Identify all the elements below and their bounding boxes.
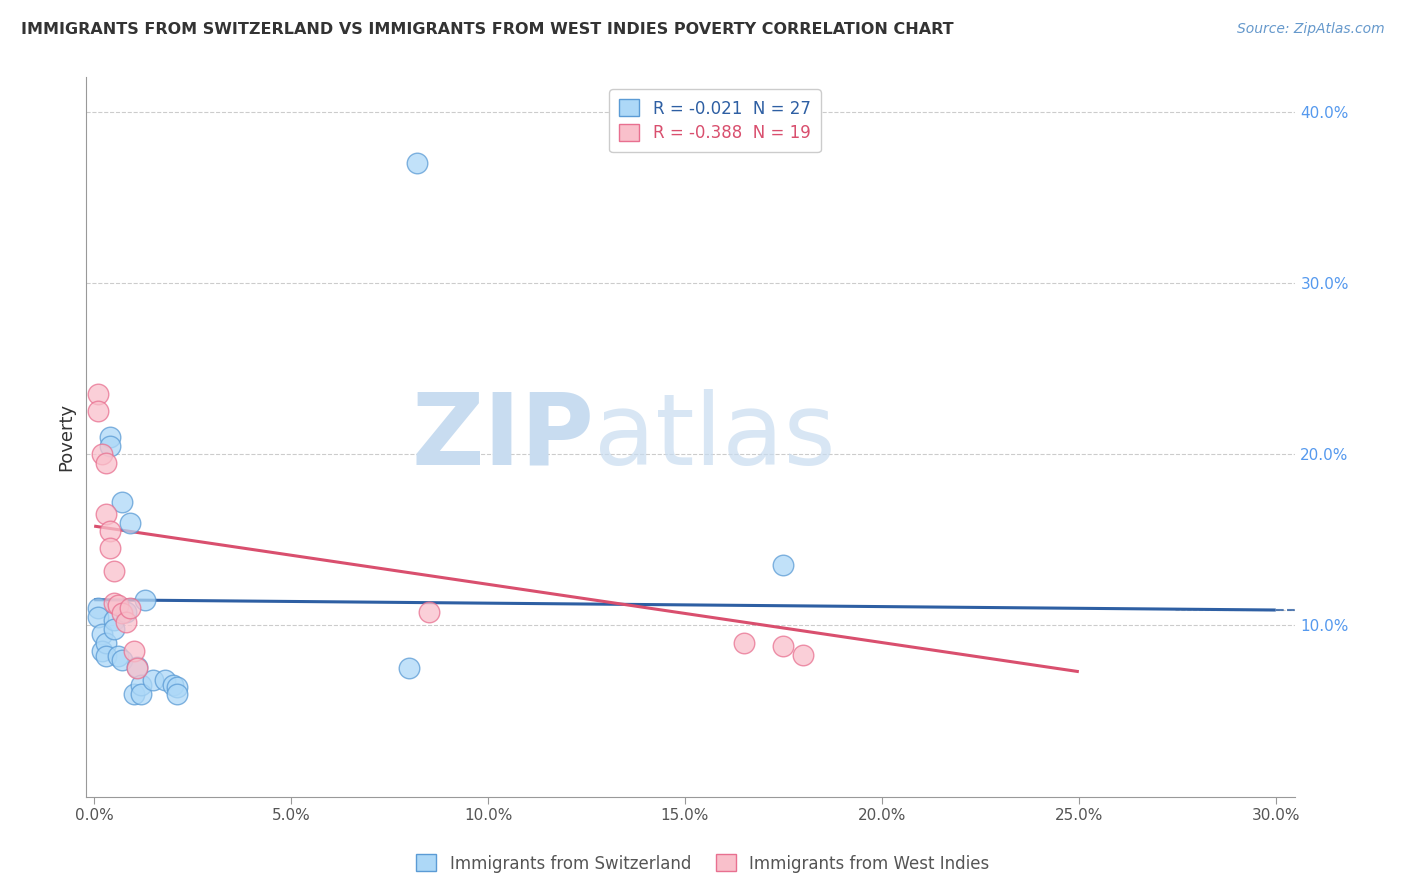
Point — [772, 639, 794, 653]
Point — [733, 635, 755, 649]
Point — [118, 516, 141, 530]
Point — [162, 678, 184, 692]
Point — [91, 627, 114, 641]
Point — [87, 610, 110, 624]
Point — [107, 598, 129, 612]
Point — [122, 644, 145, 658]
Point — [91, 644, 114, 658]
Point — [91, 447, 114, 461]
Point — [134, 592, 156, 607]
Y-axis label: Poverty: Poverty — [58, 403, 75, 471]
Point — [166, 680, 188, 694]
Point — [792, 648, 814, 662]
Point — [418, 605, 440, 619]
Point — [103, 596, 125, 610]
Point — [127, 659, 149, 673]
Point — [107, 649, 129, 664]
Point — [772, 558, 794, 573]
Legend: Immigrants from Switzerland, Immigrants from West Indies: Immigrants from Switzerland, Immigrants … — [409, 847, 997, 880]
Point — [153, 673, 176, 688]
Point — [94, 649, 117, 664]
Point — [103, 613, 125, 627]
Point — [118, 601, 141, 615]
Text: ZIP: ZIP — [412, 389, 595, 485]
Text: atlas: atlas — [595, 389, 835, 485]
Point — [111, 653, 134, 667]
Text: IMMIGRANTS FROM SWITZERLAND VS IMMIGRANTS FROM WEST INDIES POVERTY CORRELATION C: IMMIGRANTS FROM SWITZERLAND VS IMMIGRANT… — [21, 22, 953, 37]
Point — [87, 387, 110, 401]
Point — [103, 564, 125, 578]
Point — [98, 524, 121, 539]
Point — [131, 678, 153, 692]
Point — [98, 430, 121, 444]
Legend: R = -0.021  N = 27, R = -0.388  N = 19: R = -0.021 N = 27, R = -0.388 N = 19 — [609, 89, 821, 153]
Point — [111, 607, 134, 621]
Point — [142, 673, 165, 688]
Point — [111, 495, 134, 509]
Point — [98, 541, 121, 556]
Point — [103, 622, 125, 636]
Point — [406, 156, 429, 170]
Point — [166, 687, 188, 701]
Point — [94, 456, 117, 470]
Point — [114, 615, 136, 629]
Point — [114, 605, 136, 619]
Point — [87, 601, 110, 615]
Point — [398, 661, 420, 675]
Point — [98, 439, 121, 453]
Point — [127, 661, 149, 675]
Text: Source: ZipAtlas.com: Source: ZipAtlas.com — [1237, 22, 1385, 37]
Point — [94, 507, 117, 521]
Point — [94, 635, 117, 649]
Point — [122, 687, 145, 701]
Point — [131, 687, 153, 701]
Point — [87, 404, 110, 418]
